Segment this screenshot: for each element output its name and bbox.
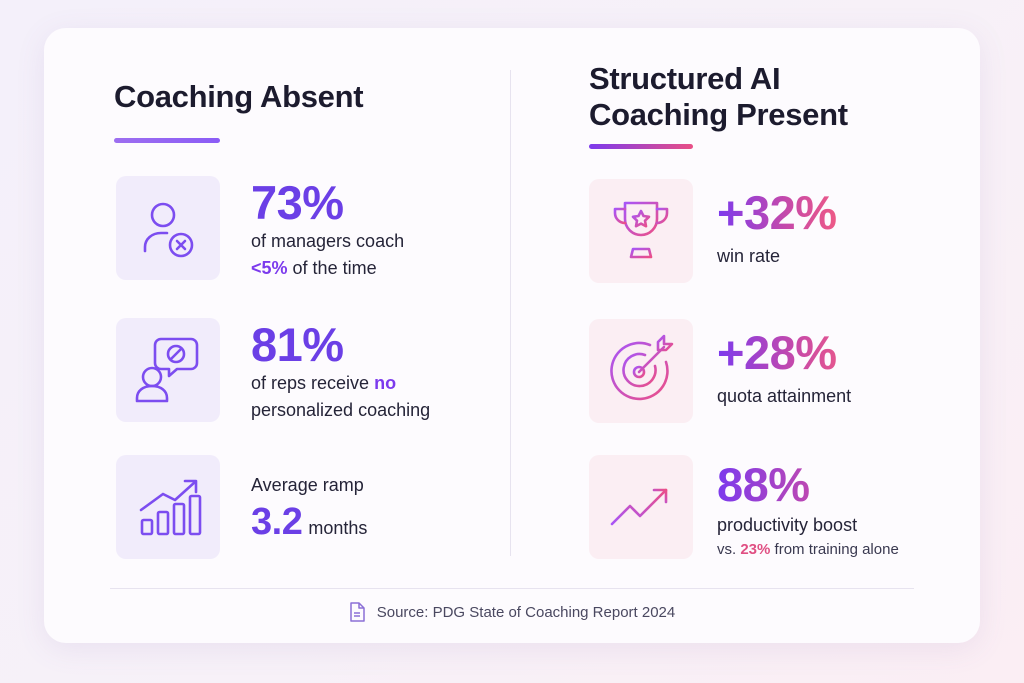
stat-pre: Average ramp [251,475,364,495]
stat-value: +28% [717,328,851,378]
stat-ramp-row: 3.2 months [251,501,367,544]
trend-up-icon [610,488,668,526]
stat-desc-line2: personalized coaching [251,400,431,420]
bar-growth-icon-box [116,455,220,559]
column-divider [510,70,511,556]
trophy-icon-box [589,179,693,283]
source-footer: Source: PDG State of Coaching Report 202… [44,602,980,622]
infographic-card: Coaching Absent 73% of managers coach <5… [44,28,980,643]
trophy-icon [613,201,669,259]
stat-managers: 73% of managers coach <5% of the time [251,178,404,282]
stat-desc-rest: of the time [292,258,377,278]
user-chat-icon-box [116,318,220,422]
target-icon-box [589,319,693,423]
stat-sub-pre: vs. [717,541,737,558]
stat-desc-line1: of managers coach [251,231,405,251]
stat-value: 3.2 [251,501,303,543]
trend-icon-box [589,455,693,559]
stat-value: 81% [251,318,344,371]
stat-sub: vs. 23% from training alone [717,539,899,561]
stat-value: 73% [251,176,344,229]
document-icon [349,602,365,622]
source-text: Source: PDG State of Coaching Report 202… [376,603,676,621]
user-x-icon [143,202,194,258]
stat-sub-post: from training alone [774,541,899,558]
stat-desc-line1: of reps receive no [251,370,430,397]
left-heading: Coaching Absent [114,79,364,114]
footer-divider [110,588,914,589]
stat-label: productivity boost [717,515,858,535]
right-heading: Structured AI Coaching Present [589,61,848,133]
highlight: <5% [251,258,288,278]
user-x-icon-box [116,176,220,280]
stat-ramp: Average ramp 3.2 months [251,472,367,544]
target-icon [610,334,674,401]
left-heading-underline [114,138,220,143]
right-heading-line2: Coaching Present [589,97,848,132]
highlight: no [374,373,397,393]
right-heading-underline [589,144,693,149]
bar-growth-icon [139,479,202,536]
stat-quota: +28% quota attainment [717,328,851,410]
stat-unit: months [308,518,368,538]
stat-value: 88% [717,460,899,510]
stat-label: win rate [717,246,781,266]
stat-value: +32% [717,186,837,239]
stat-label: quota attainment [717,386,852,406]
stat-desc-line2: <5% of the time [251,255,404,282]
user-chat-blocked-icon [135,337,199,403]
stat-desc-pre: of reps receive [251,373,370,393]
stat-sub-highlight: 23% [740,541,771,558]
stat-productivity: 88% productivity boost vs. 23% from trai… [717,460,899,561]
stat-win-rate: +32% win rate [717,188,837,270]
right-heading-line1: Structured AI [589,61,781,96]
stat-reps: 81% of reps receive no personalized coac… [251,320,430,424]
